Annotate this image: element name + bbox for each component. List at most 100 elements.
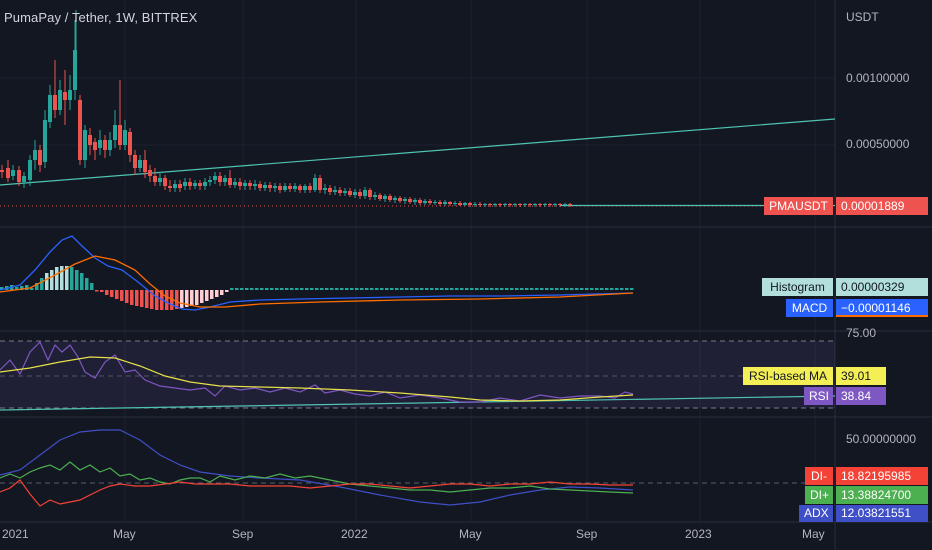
candle-body [243,183,247,186]
rsi-label-tag[interactable]: RSI [804,387,833,405]
candle-body [333,190,337,192]
histogram-bar [0,287,4,290]
candle-body [188,182,192,186]
time-label-2022: 2022 [341,527,368,541]
candle-body [293,186,297,189]
candle-body [528,204,532,205]
histogram-label-tag[interactable]: Histogram [762,278,833,296]
candle-body [468,203,472,205]
candle-body [173,184,177,188]
histogram-bar [355,288,359,290]
candle-body [373,195,377,197]
histogram-bar [120,290,124,301]
candle-body [0,170,4,172]
histogram-bar [380,288,384,290]
adx-line [0,429,634,506]
histogram-bar [410,288,414,290]
candle-body [233,182,237,185]
candle-body [11,170,15,176]
histogram-bar [385,288,389,290]
histogram-bar [80,273,84,290]
candle-body [148,170,152,176]
candle-body [248,183,252,186]
rsi-ma-label-tag[interactable]: RSI-based MA [743,367,833,385]
histogram-bar [525,288,529,290]
candle-body [558,204,562,205]
candle-body [138,160,142,168]
histogram-bar [575,288,579,290]
candle-body [258,184,262,188]
candle-body [88,135,92,145]
time-label-may-2021: May [113,527,136,541]
candle-body [418,200,422,203]
candle-body [353,192,357,195]
histogram-bar [460,288,464,290]
histogram-bar [430,288,434,290]
histogram-bar [220,290,224,295]
rsi-ma-line [0,356,634,402]
candle-body [448,202,452,204]
histogram-bar [130,290,134,305]
candle-body [538,204,542,205]
di-minus-label-tag[interactable]: DI- [805,467,833,485]
time-label-may-2023: May [802,527,825,541]
candle-body [388,196,392,200]
histogram-bar [45,273,49,290]
candle-body [458,203,462,205]
histogram-bar [95,290,99,292]
symbol-tag[interactable]: PMAUSDT [764,197,833,215]
histogram-bar [465,288,469,290]
histogram-bar [65,266,69,290]
candle-body [273,186,277,188]
rsi-line [0,340,634,403]
histogram-bar [490,288,494,290]
candle-body [503,204,507,205]
histogram-bar [435,288,439,290]
histogram-bar [270,288,274,290]
candle-body [283,186,287,190]
candle-body [128,132,132,155]
histogram-bar [105,290,109,295]
adx-pane [0,429,835,507]
candle-body [298,186,302,190]
candle-body [548,204,552,205]
macd-label-tag[interactable]: MACD [786,299,833,317]
histogram-bar [400,288,404,290]
candle-body [423,201,427,203]
candle-body [553,204,557,205]
di-plus-value-tag: 13.38824700 [836,486,928,504]
candle-body [228,178,232,185]
trendline [0,118,836,186]
candle-body [403,199,407,201]
candle-body [568,204,572,205]
di-plus-label-tag[interactable]: DI+ [805,486,833,504]
candle-body [323,188,327,190]
histogram-bar [195,290,199,305]
candle-body [263,185,267,188]
rsi-level-label: 75.00 [846,326,877,340]
candle-body [123,130,127,145]
histogram-bar [55,267,59,290]
macd-pane [0,235,634,311]
macd-histogram [0,266,634,310]
candle-body [6,168,10,178]
histogram-bar [140,290,144,307]
histogram-bar [505,288,509,290]
candle-body [163,178,167,186]
candle-body [28,160,32,180]
histogram-bar [590,288,594,290]
histogram-bar [345,288,349,290]
candle-body [328,188,332,192]
price-tick-1: 0.00100000 [846,71,910,85]
histogram-bar [290,288,294,290]
histogram-bar [395,288,399,290]
adx-label-tag[interactable]: ADX [799,505,833,522]
histogram-bar [365,288,369,290]
candle-body [533,204,537,205]
candle-body [83,130,87,160]
candle-body [22,176,26,182]
histogram-bar [500,288,504,290]
histogram-bar [110,290,114,297]
candle-body [368,190,372,197]
